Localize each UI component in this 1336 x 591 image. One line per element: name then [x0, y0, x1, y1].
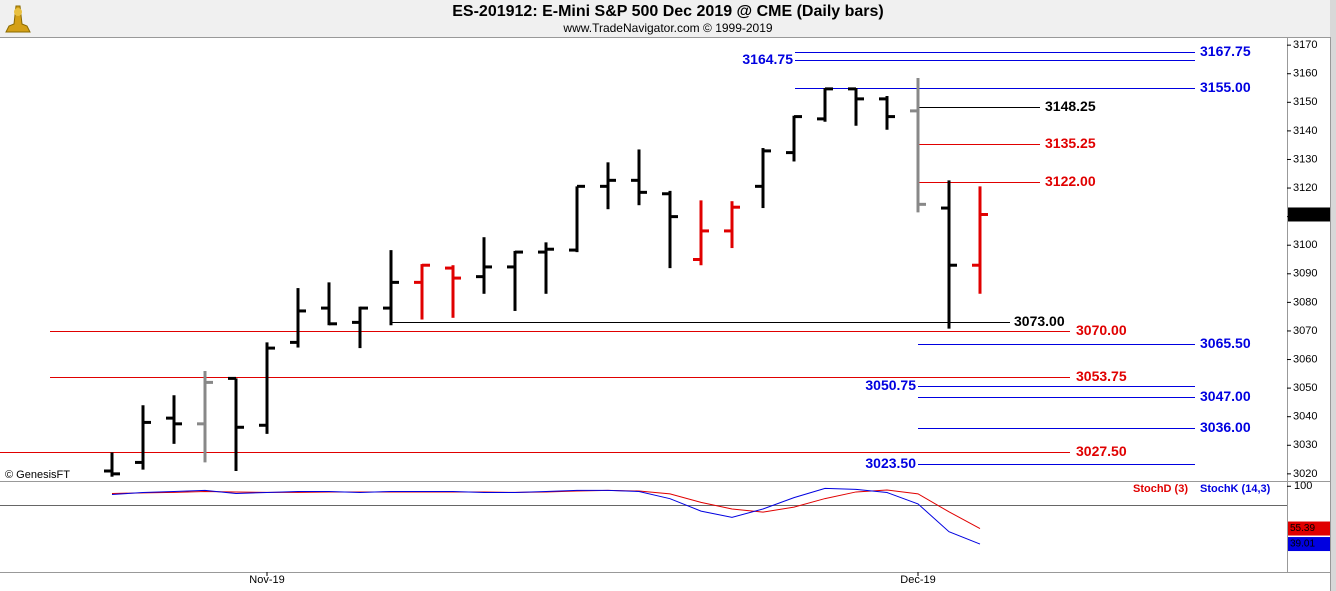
- level-label: 3050.75: [865, 377, 916, 393]
- chart-title: ES-201912: E-Mini S&P 500 Dec 2019 @ CME…: [452, 3, 884, 20]
- y-tick-label: 3170: [1293, 39, 1317, 51]
- chart-subtitle: www.TradeNavigator.com © 1999-2019: [562, 21, 772, 35]
- x-tick-label: Dec-19: [900, 574, 935, 586]
- y-tick-label: 3100: [1293, 239, 1317, 251]
- watermark: © GenesisFT: [5, 469, 70, 481]
- level-label: 3164.75: [742, 51, 793, 67]
- y-tick-label: 3050: [1293, 382, 1317, 394]
- level-label: 3122.00: [1045, 173, 1096, 189]
- indicator-last-value: 55.39: [1290, 523, 1315, 534]
- level-label: 3167.75: [1200, 43, 1251, 59]
- level-label: 3053.75: [1076, 368, 1127, 384]
- level-label: 3135.25: [1045, 135, 1096, 151]
- legend-entry: StochD (3): [1133, 483, 1188, 495]
- y-tick-label: 3140: [1293, 125, 1317, 137]
- y-tick-label: 3130: [1293, 153, 1317, 165]
- header-band: [0, 0, 1330, 37]
- last-price-box: [1288, 207, 1330, 222]
- indicator-last-value: 39.01: [1290, 539, 1315, 550]
- level-label: 3027.50: [1076, 443, 1127, 459]
- y-tick-label: 3060: [1293, 353, 1317, 365]
- y-tick-label: 3150: [1293, 96, 1317, 108]
- indicator-last-box: [1288, 521, 1330, 536]
- level-label: 3023.50: [865, 455, 916, 471]
- indicator-line: [111, 489, 981, 529]
- y-tick-label: 3090: [1293, 268, 1317, 280]
- indicator-last-box: [1288, 537, 1330, 552]
- level-label: 3047.00: [1200, 388, 1251, 404]
- legend-entry: StochK (14,3): [1200, 483, 1271, 495]
- level-label: 3065.50: [1200, 335, 1251, 351]
- level-label: 3148.25: [1045, 98, 1096, 114]
- level-label: 3073.00: [1014, 313, 1065, 329]
- y-tick-label: 3020: [1293, 468, 1317, 480]
- level-label: 3036.00: [1200, 419, 1251, 435]
- y-tick-label: 3160: [1293, 68, 1317, 80]
- level-label: 3070.00: [1076, 322, 1127, 338]
- y-tick-label: 3120: [1293, 182, 1317, 194]
- y-tick-label: 3070: [1293, 325, 1317, 337]
- last-price: 3110.75: [1290, 209, 1326, 220]
- y-tick-label: 3040: [1293, 411, 1317, 423]
- side-margin: [1330, 0, 1336, 591]
- y2-tick-label: 100: [1294, 480, 1312, 492]
- y-tick-label: 3030: [1293, 439, 1317, 451]
- indicator-line: [111, 487, 981, 545]
- y-tick-label: 3080: [1293, 296, 1317, 308]
- logo: [5, 5, 31, 33]
- level-label: 3155.00: [1200, 79, 1251, 95]
- x-tick-label: Nov-19: [249, 574, 284, 586]
